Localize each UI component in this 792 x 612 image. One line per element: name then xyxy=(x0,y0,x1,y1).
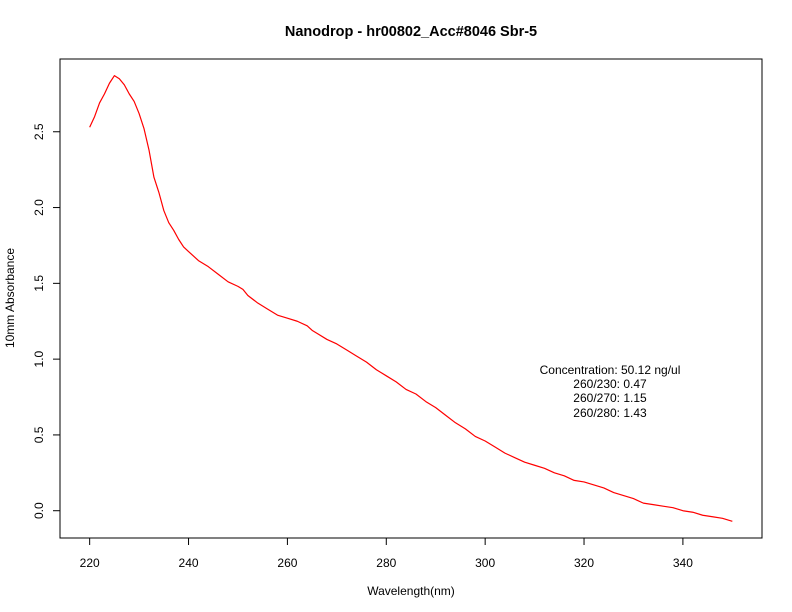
x-tick-label: 260 xyxy=(277,556,297,570)
x-tick-label: 240 xyxy=(179,556,199,570)
x-axis: 220 240 260 280 300 320 340 xyxy=(80,537,693,570)
x-tick-label: 320 xyxy=(574,556,594,570)
y-axis-label: 10mm Absorbance xyxy=(3,248,17,348)
annotation-ratio-260-280: 260/280: 1.43 xyxy=(573,406,647,420)
y-tick-label: 1.0 xyxy=(32,350,46,367)
annotation-concentration: Concentration: 50.12 ng/ul xyxy=(540,363,681,377)
x-tick-label: 300 xyxy=(475,556,495,570)
y-tick-label: 2.0 xyxy=(32,199,46,216)
y-tick-label: 0.0 xyxy=(32,502,46,519)
annotation-ratio-260-270: 260/270: 1.15 xyxy=(573,391,647,405)
x-tick-label: 280 xyxy=(376,556,396,570)
absorbance-series-line xyxy=(89,75,733,522)
y-tick-label: 2.5 xyxy=(32,123,46,140)
x-axis-label: Wavelength(nm) xyxy=(367,584,455,598)
annotation-block: Concentration: 50.12 ng/ul 260/230: 0.47… xyxy=(540,363,681,420)
y-axis: 0.0 0.5 1.0 1.5 2.0 2.5 xyxy=(32,123,61,519)
y-tick-label: 1.5 xyxy=(32,275,46,292)
x-tick-label: 340 xyxy=(673,556,693,570)
annotation-ratio-260-230: 260/230: 0.47 xyxy=(573,377,647,391)
y-tick-label: 0.5 xyxy=(32,426,46,443)
series-layer xyxy=(89,75,733,522)
x-tick-label: 220 xyxy=(80,556,100,570)
chart-title: Nanodrop - hr00802_Acc#8046 Sbr-5 xyxy=(285,24,537,40)
